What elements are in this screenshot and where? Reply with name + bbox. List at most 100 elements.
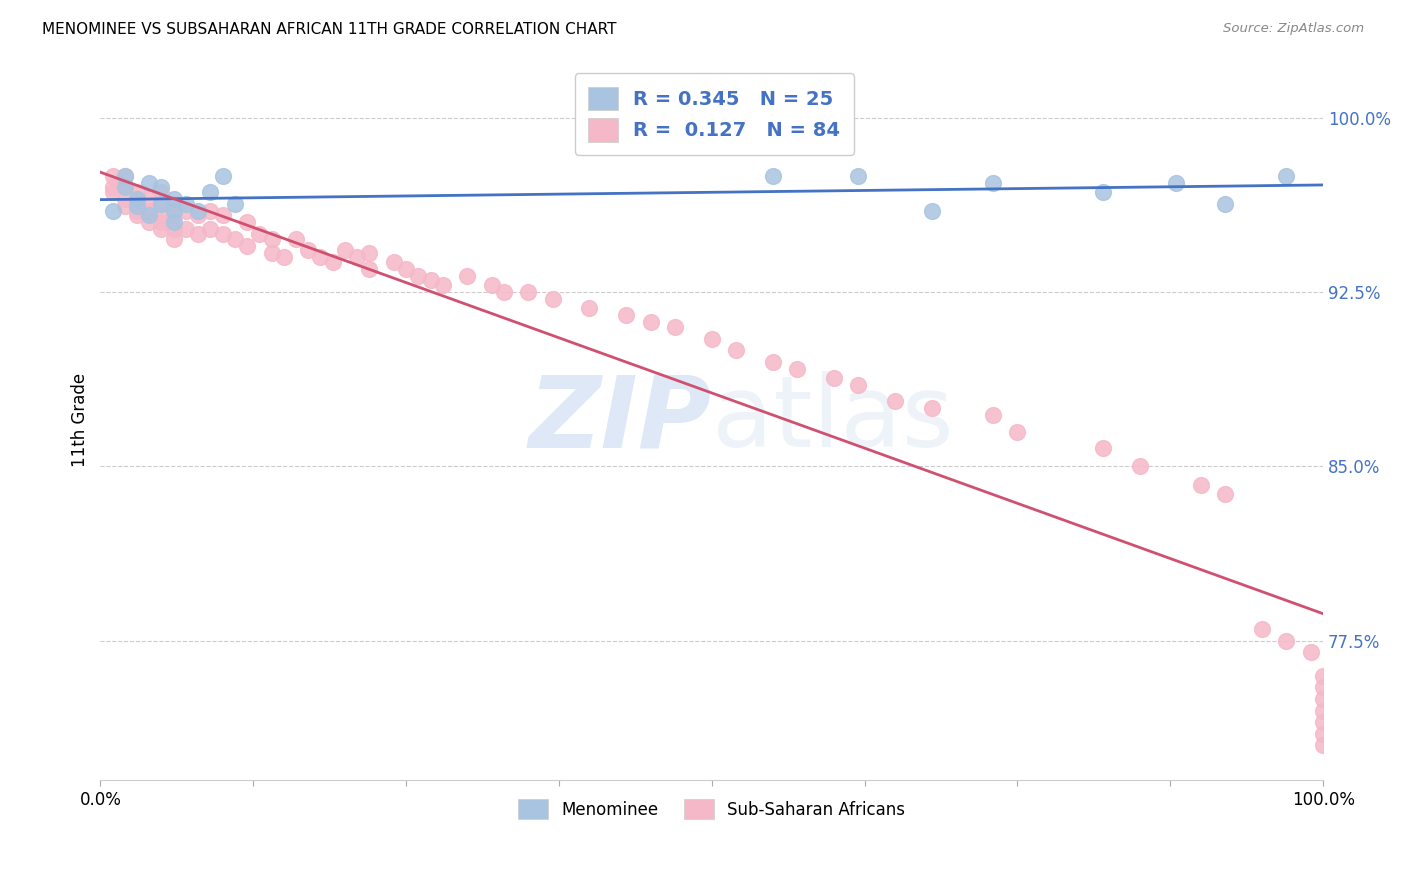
Point [114,169,136,183]
Point [481,278,503,293]
Point [138,203,160,218]
Point [187,227,209,241]
Point [848,378,870,392]
Point [1007,425,1029,439]
Point [211,208,233,222]
Point [1166,176,1188,190]
Point [138,176,160,190]
Point [285,232,308,246]
Point [260,232,283,246]
Point [664,320,686,334]
Point [725,343,748,358]
Point [823,371,845,385]
Point [456,268,478,283]
Point [921,203,943,218]
Point [163,203,186,218]
Point [138,215,160,229]
Point [1129,459,1152,474]
Point [1189,478,1212,492]
Point [114,169,136,183]
Point [432,278,454,293]
Point [125,192,148,206]
Point [1312,681,1334,695]
Point [517,285,540,299]
Point [174,222,197,236]
Point [762,355,785,369]
Point [786,361,808,376]
Text: ZIP: ZIP [529,371,711,468]
Point [114,180,136,194]
Point [200,222,222,236]
Point [848,169,870,183]
Point [163,208,186,222]
Point [406,268,429,283]
Point [492,285,515,299]
Point [640,315,662,329]
Point [150,196,173,211]
Point [382,255,405,269]
Point [187,203,209,218]
Point [1312,715,1334,730]
Point [359,245,381,260]
Point [200,185,222,199]
Point [1275,633,1298,648]
Point [125,203,148,218]
Point [1312,692,1334,706]
Point [163,215,186,229]
Point [211,227,233,241]
Point [125,199,148,213]
Point [224,232,246,246]
Point [101,185,124,199]
Point [700,332,723,346]
Point [150,215,173,229]
Text: MENOMINEE VS SUBSAHARAN AFRICAN 11TH GRADE CORRELATION CHART: MENOMINEE VS SUBSAHARAN AFRICAN 11TH GRA… [42,22,617,37]
Point [150,180,173,194]
Point [1213,487,1236,501]
Point [1312,668,1334,682]
Point [322,255,344,269]
Point [762,169,785,183]
Point [163,222,186,236]
Point [346,250,368,264]
Point [114,192,136,206]
Point [163,196,186,211]
Point [273,250,295,264]
Point [1092,441,1115,455]
Point [297,244,319,258]
Point [224,196,246,211]
Point [1312,727,1334,741]
Point [247,227,270,241]
Point [150,208,173,222]
Point [359,261,381,276]
Point [884,394,907,409]
Point [114,180,136,194]
Point [614,309,637,323]
Point [395,261,418,276]
Point [1213,196,1236,211]
Point [578,301,600,316]
Point [125,185,148,199]
Point [1251,622,1274,636]
Text: atlas: atlas [711,371,953,468]
Point [101,203,124,218]
Point [1092,185,1115,199]
Point [981,409,1004,423]
Point [101,180,124,194]
Point [150,196,173,211]
Point [174,203,197,218]
Text: Source: ZipAtlas.com: Source: ZipAtlas.com [1223,22,1364,36]
Point [150,222,173,236]
Point [419,273,441,287]
Point [125,192,148,206]
Point [211,169,233,183]
Point [309,250,332,264]
Point [921,401,943,416]
Legend: Menominee, Sub-Saharan Africans: Menominee, Sub-Saharan Africans [512,792,912,826]
Y-axis label: 11th Grade: 11th Grade [72,373,89,467]
Point [260,245,283,260]
Point [1299,645,1322,659]
Point [101,169,124,183]
Point [981,176,1004,190]
Point [163,232,186,246]
Point [1312,739,1334,753]
